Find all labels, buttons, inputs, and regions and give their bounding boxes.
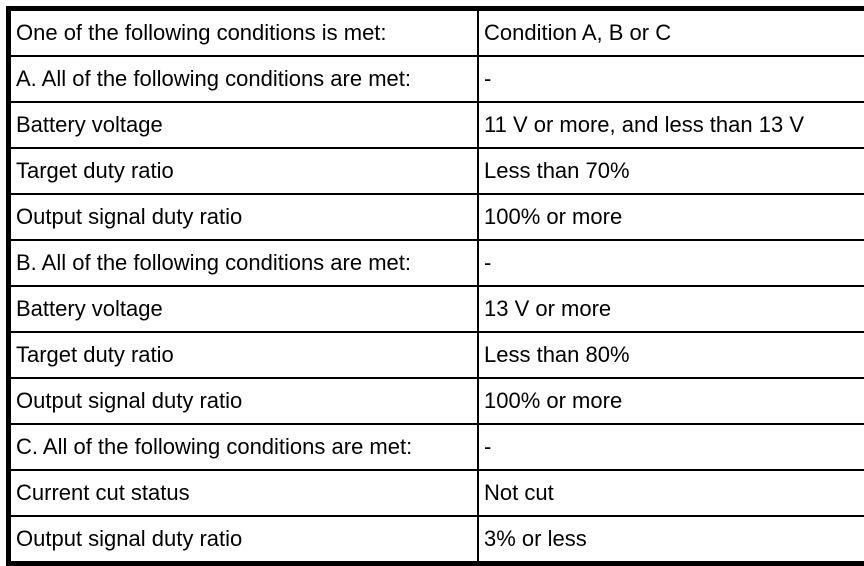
table-row: A. All of the following conditions are m… <box>9 56 864 102</box>
condition-value-cell: Condition A, B or C <box>478 9 864 57</box>
condition-value-cell: - <box>478 56 864 102</box>
conditions-table-body: One of the following conditions is met:C… <box>9 9 864 564</box>
condition-value-cell: Less than 80% <box>478 332 864 378</box>
condition-value-cell: - <box>478 424 864 470</box>
table-row: One of the following conditions is met:C… <box>9 9 864 57</box>
condition-value-cell: 13 V or more <box>478 286 864 332</box>
condition-label-cell: Target duty ratio <box>9 332 479 378</box>
condition-label-cell: Target duty ratio <box>9 148 479 194</box>
condition-label-cell: Current cut status <box>9 470 479 516</box>
condition-value-cell: 3% or less <box>478 516 864 564</box>
condition-label-cell: B. All of the following conditions are m… <box>9 240 479 286</box>
condition-label-cell: Battery voltage <box>9 286 479 332</box>
condition-value-cell: 100% or more <box>478 194 864 240</box>
condition-label-cell: C. All of the following conditions are m… <box>9 424 479 470</box>
condition-label-cell: Output signal duty ratio <box>9 516 479 564</box>
conditions-table: One of the following conditions is met:C… <box>6 6 864 566</box>
condition-label-cell: A. All of the following conditions are m… <box>9 56 479 102</box>
condition-value-cell: Not cut <box>478 470 864 516</box>
condition-label-cell: One of the following conditions is met: <box>9 9 479 57</box>
page: One of the following conditions is met:C… <box>0 0 864 522</box>
table-row: C. All of the following conditions are m… <box>9 424 864 470</box>
condition-value-cell: 11 V or more, and less than 13 V <box>478 102 864 148</box>
condition-label-cell: Output signal duty ratio <box>9 378 479 424</box>
condition-label-cell: Output signal duty ratio <box>9 194 479 240</box>
condition-label-cell: Battery voltage <box>9 102 479 148</box>
condition-value-cell: Less than 70% <box>478 148 864 194</box>
condition-value-cell: 100% or more <box>478 378 864 424</box>
table-row: B. All of the following conditions are m… <box>9 240 864 286</box>
condition-value-cell: - <box>478 240 864 286</box>
